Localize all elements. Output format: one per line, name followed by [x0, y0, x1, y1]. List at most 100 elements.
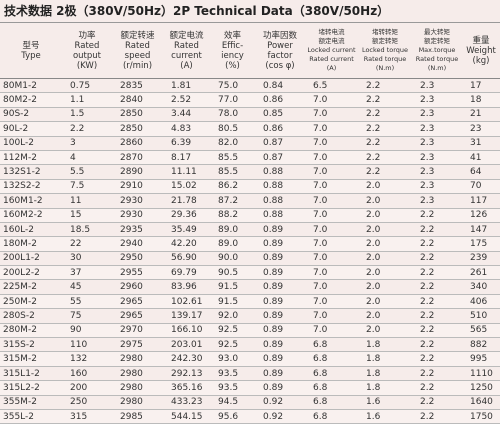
value-cell: 2850	[112, 108, 163, 123]
value-cell: 85.5	[210, 165, 255, 180]
value-cell: 18.5	[62, 223, 112, 238]
value-cell: 406	[462, 294, 500, 310]
header-text: (A)	[180, 60, 193, 71]
value-cell: 0.88	[255, 208, 305, 223]
value-cell: 2980	[112, 352, 163, 367]
value-cell: 0.75	[62, 79, 112, 94]
value-cell: 64	[462, 165, 500, 180]
value-cell: 147	[462, 223, 500, 238]
value-cell: 544.15	[163, 409, 210, 424]
value-cell: 4	[62, 150, 112, 166]
header-text: 额定电流	[169, 30, 204, 41]
value-cell: 110	[62, 338, 112, 353]
value-cell: 78.0	[210, 108, 255, 123]
value-cell: 2.3	[412, 179, 462, 195]
header-cell: 功率因数 Power factor (cos φ)	[255, 23, 305, 79]
type-cell: 160M1-2	[0, 194, 62, 209]
value-cell: 0.89	[255, 381, 305, 396]
value-cell: 0.89	[255, 252, 305, 267]
value-cell: 2965	[112, 309, 163, 324]
value-cell: 2.2	[358, 108, 412, 123]
value-cell: 2.2	[412, 252, 462, 267]
header-text: Power	[267, 40, 293, 51]
value-cell: 2985	[112, 409, 163, 424]
value-cell: 7.0	[305, 266, 358, 281]
value-cell: 2950	[112, 252, 163, 267]
title: 技术数据 2极（380V/50Hz）2P Technical Data（380V…	[4, 4, 390, 18]
value-cell: 433.23	[163, 396, 210, 410]
header-text: Rated torque	[415, 55, 459, 63]
header-text: (kg)	[472, 55, 490, 66]
header-text: Type	[21, 50, 41, 61]
value-cell: 117	[462, 194, 500, 209]
value-cell: 340	[462, 280, 500, 295]
value-cell: 2.0	[358, 237, 412, 252]
type-cell: 80M2-2	[0, 93, 62, 108]
header-text: current	[171, 50, 202, 61]
value-cell: 565	[462, 323, 500, 339]
value-cell: 1.8	[358, 381, 412, 396]
value-cell: 2.2	[358, 137, 412, 151]
header-cell: 堵转电流 额定电流 Locked current Rated current (A)	[305, 23, 358, 79]
value-cell: 2.0	[358, 208, 412, 223]
value-cell: 2970	[112, 323, 163, 339]
value-cell: 126	[462, 208, 500, 223]
value-cell: 0.89	[255, 266, 305, 281]
value-cell: 2.3	[412, 165, 462, 180]
header-text: Rated	[174, 40, 199, 51]
value-cell: 2.52	[163, 93, 210, 108]
header-text: factor	[267, 50, 293, 61]
value-cell: 23	[462, 122, 500, 137]
type-cell: 132S2-2	[0, 179, 62, 195]
value-cell: 11	[62, 194, 112, 209]
value-cell: 0.86	[255, 93, 305, 108]
header-text: 重量	[472, 35, 490, 46]
value-cell: 102.61	[163, 294, 210, 310]
value-cell: 55	[62, 294, 112, 310]
value-cell: 2.0	[358, 280, 412, 295]
value-cell: 11.11	[163, 165, 210, 180]
value-cell: 510	[462, 309, 500, 324]
value-cell: 2.2	[412, 237, 462, 252]
type-cell: 315S-2	[0, 338, 62, 353]
value-cell: 2.2	[62, 122, 112, 137]
value-cell: 0.89	[255, 280, 305, 295]
value-cell: 1.1	[62, 93, 112, 108]
header-text: 额定转速	[120, 30, 155, 41]
type-cell: 160L-2	[0, 223, 62, 238]
header-text: Weight	[466, 45, 496, 56]
type-cell: 200L1-2	[0, 252, 62, 267]
value-cell: 90.5	[210, 266, 255, 281]
value-cell: 22	[62, 237, 112, 252]
value-cell: 250	[62, 396, 112, 410]
value-cell: 7.0	[305, 280, 358, 295]
value-cell: 37	[62, 266, 112, 281]
value-cell: 15	[62, 208, 112, 223]
type-cell: 100L-2	[0, 137, 62, 151]
value-cell: 0.89	[255, 352, 305, 367]
value-cell: 2.0	[358, 179, 412, 195]
value-cell: 2.0	[358, 252, 412, 267]
value-cell: 75	[62, 309, 112, 324]
value-cell: 1250	[462, 381, 500, 396]
value-cell: 2.2	[412, 294, 462, 310]
value-cell: 882	[462, 338, 500, 353]
value-cell: 91.5	[210, 294, 255, 310]
header-text: Rated torque	[363, 55, 407, 63]
value-cell: 0.89	[255, 338, 305, 353]
value-cell: 2965	[112, 294, 163, 310]
value-cell: 7.0	[305, 223, 358, 238]
value-cell: 6.8	[305, 352, 358, 367]
value-cell: 2.2	[412, 352, 462, 367]
value-cell: 0.85	[255, 108, 305, 123]
value-cell: 92.5	[210, 323, 255, 339]
header-text: Rated current	[309, 55, 354, 63]
type-cell: 315L1-2	[0, 367, 62, 382]
value-cell: 365.16	[163, 381, 210, 396]
value-cell: 85.5	[210, 150, 255, 166]
value-cell: 2.2	[412, 367, 462, 382]
value-cell: 2930	[112, 208, 163, 223]
value-cell: 88.2	[210, 208, 255, 223]
value-cell: 2.0	[358, 194, 412, 209]
value-cell: 315	[62, 409, 112, 424]
